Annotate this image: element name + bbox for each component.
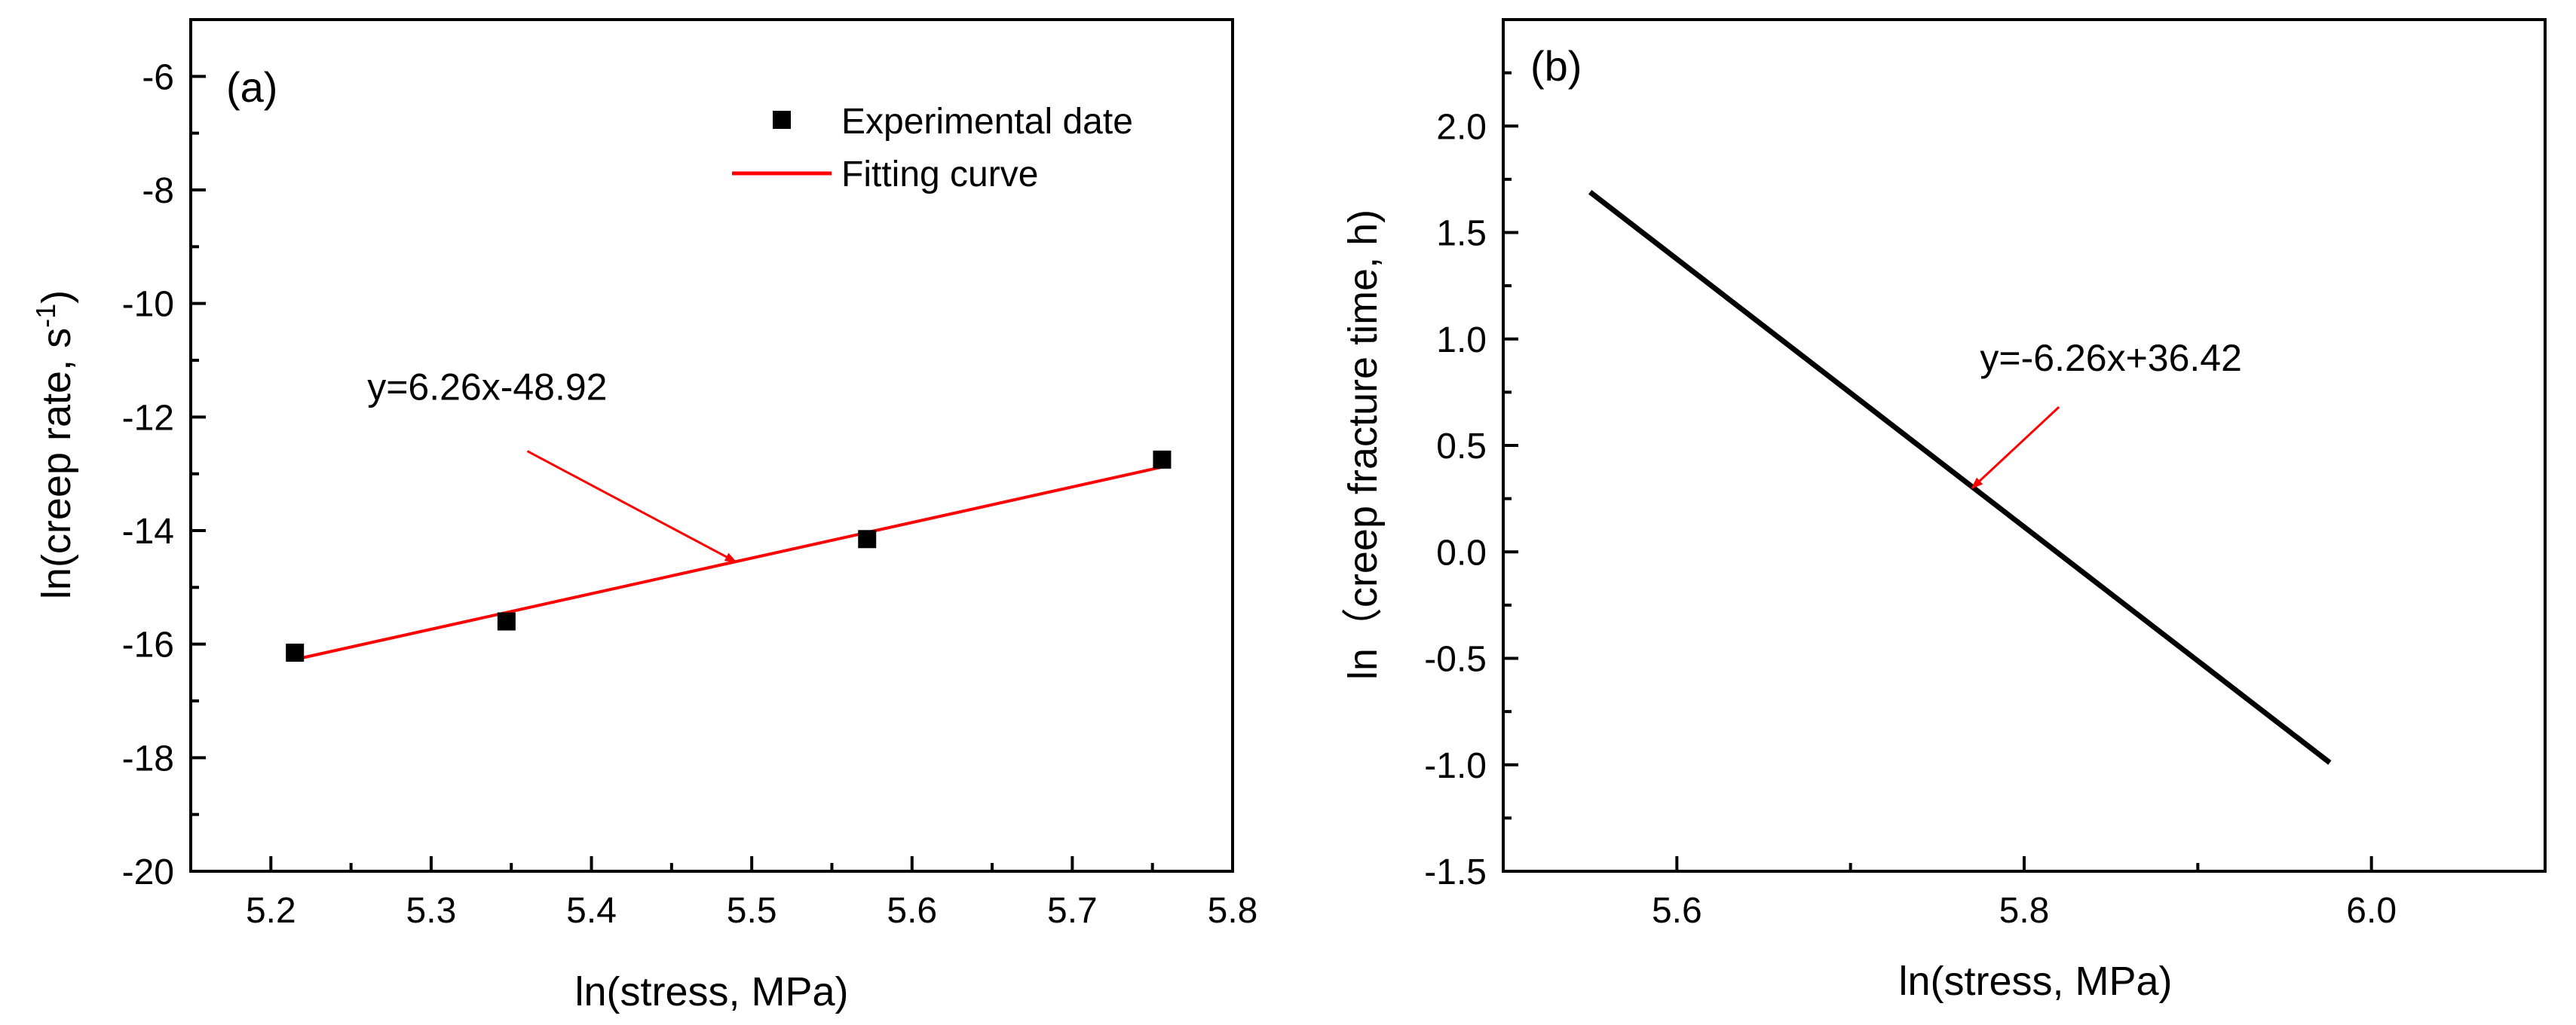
legend-label-experimental: Experimental date (841, 102, 1133, 142)
x-tick-label: 5.6 (887, 891, 937, 931)
series-line (1588, 190, 2332, 765)
panel-a-y-axis-title-main: ln(creep rate, s (34, 328, 79, 599)
x-tick-label: 5.4 (566, 891, 617, 931)
y-tick-label: -0.5 (1424, 640, 1487, 680)
x-tick-label: 5.6 (1652, 891, 1702, 931)
data-point (286, 643, 305, 662)
panel-b-ticks: -1.5 -1.0 -0.5 0.0 0.5 1.0 1.5 2.0 5.6 5.8 6.0 (1424, 71, 2547, 931)
y-tick-label: -10 (122, 285, 174, 325)
panel-a-legend: Experimental date Fitting curve (732, 102, 1133, 194)
legend-marker-experimental (773, 111, 791, 129)
data-point (1153, 450, 1172, 469)
panel-a-equation-arrow (526, 450, 737, 563)
y-tick-label: -1.5 (1424, 852, 1487, 892)
panel-a-plot-area (286, 450, 1172, 662)
y-tick-label: 2.0 (1436, 107, 1487, 147)
panel-b-equation-arrow (1971, 406, 2060, 489)
y-tick-label: 0.0 (1436, 533, 1487, 573)
data-point (497, 612, 516, 631)
y-tick-label: -12 (122, 398, 174, 438)
x-tick-label: 5.3 (406, 891, 457, 931)
y-tick-label: -18 (122, 739, 174, 779)
y-tick-label: 1.5 (1436, 214, 1487, 254)
data-point (858, 530, 877, 549)
y-tick-label: -16 (122, 626, 174, 665)
y-tick-label: 1.0 (1436, 320, 1487, 360)
panel-b-plot-area (1588, 190, 2332, 765)
panel-a-chart: (a) -20 -18 -16 -14 -12 -10 -8 -6 5.2 5.3 5.4 5.5 5.… (30, 18, 1258, 1014)
panel-a-ticks: -20 -18 -16 -14 -12 -10 -8 -6 5.2 5.3 5.4 5.5 5.6 5.7… (122, 18, 1258, 931)
panel-a-tag: (a) (226, 63, 277, 111)
x-tick-label: 5.8 (1999, 891, 2050, 931)
x-tick-label: 5.2 (246, 891, 296, 931)
panel-a-y-axis-title-close: ) (34, 290, 79, 304)
y-tick-label: -20 (122, 852, 174, 892)
y-tick-label: 0.5 (1436, 427, 1487, 467)
panel-a-equation: y=6.26x-48.92 (367, 366, 607, 408)
legend-label-fitting: Fitting curve (841, 155, 1038, 194)
y-tick-label: -8 (142, 171, 174, 211)
panel-b-x-axis-title: ln(stress, MPa) (1898, 959, 2172, 1004)
panel-b-chart: (b) -1.5 -1.0 -0.5 0.0 0.5 1.0 1.5 2.0 5.6 5.8 6.0… (1340, 18, 2547, 1004)
series-fitting-curve (294, 465, 1162, 661)
y-tick-label: -1.0 (1424, 746, 1487, 786)
panel-a-x-axis-title: ln(stress, MPa) (574, 969, 848, 1014)
panel-a-y-axis-title-sup: -1 (30, 304, 61, 328)
x-tick-label: 5.5 (727, 891, 777, 931)
panel-a-y-axis-title: ln(creep rate, s-1) (30, 290, 80, 599)
y-tick-label: -6 (142, 57, 174, 97)
x-tick-label: 5.8 (1208, 891, 1258, 931)
x-tick-label: 6.0 (2346, 891, 2397, 931)
y-tick-label: -14 (122, 512, 174, 552)
panel-b-y-axis-title: ln（creep fracture time, h) (1340, 210, 1386, 680)
x-tick-label: 5.7 (1047, 891, 1098, 931)
panel-b-equation: y=-6.26x+36.42 (1980, 337, 2242, 379)
panel-b-plot-frame (1502, 18, 2547, 873)
panel-b-tag: (b) (1530, 42, 1582, 90)
panel-a-plot-frame (189, 18, 1234, 873)
